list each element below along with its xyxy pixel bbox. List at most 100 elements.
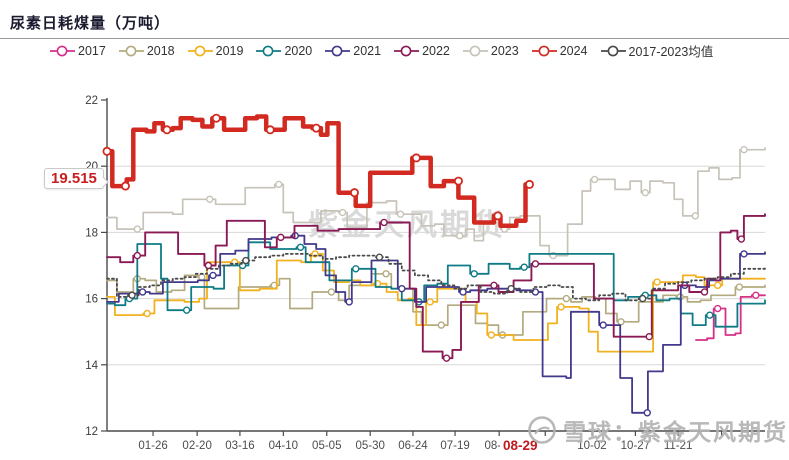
legend-label: 2022 — [422, 43, 450, 58]
series-marker-2020 — [296, 243, 305, 251]
watermark-bottom: 雪球：紫金天风期货 — [527, 413, 788, 447]
series-marker-2024 — [265, 125, 275, 135]
series-marker-2024 — [211, 113, 221, 123]
series-marker-2019 — [426, 298, 434, 306]
series-marker-2023 — [740, 145, 748, 154]
series-marker-2017-2023均值 — [638, 294, 647, 303]
legend-label: 2018 — [146, 43, 175, 58]
series-marker-2024 — [493, 211, 503, 221]
series-marker-2017-2023均值 — [507, 284, 515, 293]
series-marker-2022 — [490, 281, 498, 290]
legend-label: 2019 — [215, 43, 244, 58]
watermark-bottom-text: 雪球：紫金天风期货 — [563, 419, 788, 445]
legend-label: 2021 — [353, 43, 382, 58]
series-marker-2020 — [470, 270, 478, 278]
legend-item-2017[interactable]: 2017 — [50, 44, 106, 58]
series-marker-2021 — [599, 321, 607, 329]
series-line-2017 — [695, 294, 766, 341]
x-tick-label: 06-24 — [398, 440, 428, 452]
series-marker-2020 — [706, 311, 714, 319]
series-marker-2024 — [411, 153, 421, 163]
title-divider — [0, 38, 789, 39]
legend-item-2019[interactable]: 2019 — [187, 43, 244, 58]
legend-item-2017-2023均值[interactable]: 2017-2023均值 — [600, 41, 713, 60]
series-marker-2018 — [327, 288, 336, 296]
x-tick-label: 10-02 — [577, 440, 606, 452]
x-tick-label: 02-20 — [182, 440, 211, 452]
x-tick-label: 07-19 — [440, 440, 469, 452]
series-marker-2017 — [752, 291, 760, 299]
series-marker-2023 — [456, 232, 464, 240]
x-tick-label: 11-21 — [664, 440, 693, 452]
y-tick-label: 12 — [85, 426, 98, 438]
series-marker-2022 — [204, 261, 213, 270]
legend-marker-icon — [531, 45, 557, 56]
series-marker-2018 — [198, 273, 206, 281]
series-marker-2017 — [713, 304, 722, 313]
series-marker-2020 — [352, 265, 360, 273]
series-marker-2024 — [524, 179, 534, 189]
series-marker-2022 — [645, 332, 653, 341]
legend-marker-icon — [50, 45, 75, 56]
legend-item-2022[interactable]: 2022 — [394, 44, 450, 58]
series-marker-2017-2023均值 — [375, 253, 384, 261]
series-line-2019 — [106, 253, 766, 353]
series-marker-2023 — [205, 195, 214, 204]
x-tick-label: 05-05 — [312, 440, 341, 452]
series-marker-2024 — [162, 125, 172, 135]
series-marker-2020 — [520, 263, 528, 271]
legend-marker-icon — [462, 45, 488, 56]
y-tick-label: 14 — [85, 360, 98, 372]
series-line-2017-2023均值 — [106, 253, 766, 302]
series-marker-2024 — [120, 181, 130, 191]
series-marker-2023 — [396, 210, 405, 218]
series-marker-2022 — [380, 218, 388, 227]
legend-label: 2023 — [490, 43, 519, 58]
legend-marker-icon — [394, 45, 420, 56]
series-line-2023 — [106, 147, 766, 257]
series-marker-2022 — [442, 354, 451, 362]
legend-item-2020[interactable]: 2020 — [256, 44, 312, 58]
series-marker-2024 — [102, 146, 112, 156]
x-tick-label: 05-30 — [355, 440, 384, 452]
series-marker-2019 — [143, 309, 151, 318]
series-marker-2022 — [133, 251, 142, 260]
series-marker-2021 — [209, 271, 217, 280]
x-tick-label: 03-16 — [225, 440, 254, 452]
series-marker-2019 — [557, 303, 565, 311]
series-marker-2018 — [562, 294, 571, 303]
series-marker-2021 — [398, 284, 406, 293]
series-marker-2022 — [700, 288, 709, 296]
series-line-2024 — [104, 114, 532, 229]
series-marker-2017-2023均值 — [128, 291, 136, 299]
series-marker-2022 — [531, 260, 540, 268]
legend-item-2023[interactable]: 2023 — [462, 43, 519, 58]
series-marker-2024 — [311, 123, 321, 133]
x-tick-label: 01-26 — [138, 440, 167, 452]
series-marker-2018 — [617, 318, 625, 326]
series-marker-2023 — [275, 180, 283, 189]
x-tick-label: 10-27 — [621, 440, 650, 452]
legend-label: 2020 — [284, 43, 313, 58]
series-marker-2021 — [643, 409, 651, 417]
series-marker-2023 — [691, 212, 700, 220]
y-tick-label: 22 — [85, 95, 98, 107]
legend-item-2021[interactable]: 2021 — [325, 44, 381, 58]
y-tick-label: 18 — [85, 227, 98, 239]
series-line-2022 — [106, 213, 766, 360]
legend-marker-icon — [325, 45, 351, 56]
series-marker-2023 — [590, 175, 599, 184]
series-marker-2018 — [437, 321, 446, 329]
legend-item-2018[interactable]: 2018 — [118, 43, 175, 58]
series-marker-2019 — [653, 278, 661, 286]
series-marker-2019 — [713, 281, 722, 290]
snowball-logo-icon — [528, 416, 556, 444]
series-marker-2024 — [453, 176, 463, 186]
legend-item-2024[interactable]: 2024 — [531, 44, 588, 58]
series-line-2020 — [106, 241, 766, 328]
series-marker-2017-2023均值 — [242, 256, 250, 265]
legend-marker-icon — [118, 45, 144, 56]
legend-marker-icon — [600, 45, 626, 56]
